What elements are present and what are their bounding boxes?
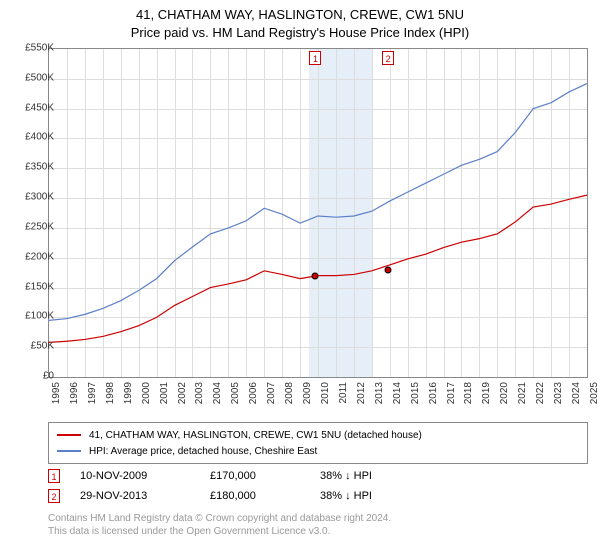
x-axis-label: 2025 bbox=[589, 382, 600, 404]
y-axis-label: £500K bbox=[10, 72, 54, 83]
title-line2: Price paid vs. HM Land Registry's House … bbox=[0, 24, 600, 42]
x-axis-label: 2011 bbox=[338, 382, 349, 404]
x-axis-label: 2015 bbox=[410, 382, 421, 404]
x-axis-label: 2003 bbox=[194, 382, 205, 404]
x-axis-label: 2023 bbox=[553, 382, 564, 404]
x-axis-label: 2016 bbox=[428, 382, 439, 404]
series-hpi bbox=[49, 84, 587, 321]
sale-marker-dot bbox=[385, 266, 392, 273]
footer-line2: This data is licensed under the Open Gov… bbox=[48, 525, 391, 538]
x-axis-label: 2013 bbox=[374, 382, 385, 404]
sale-row-marker: 1 bbox=[48, 469, 60, 483]
x-axis-label: 2012 bbox=[356, 382, 367, 404]
x-axis-label: 2024 bbox=[571, 382, 582, 404]
x-axis-label: 2009 bbox=[302, 382, 313, 404]
x-axis-label: 2010 bbox=[320, 382, 331, 404]
chart-title: 41, CHATHAM WAY, HASLINGTON, CREWE, CW1 … bbox=[0, 0, 600, 41]
y-axis-label: £550K bbox=[10, 43, 54, 54]
sale-date: 29-NOV-2013 bbox=[80, 490, 210, 502]
sale-price: £180,000 bbox=[210, 490, 320, 502]
x-axis-label: 2006 bbox=[248, 382, 259, 404]
x-axis-label: 2005 bbox=[230, 382, 241, 404]
x-axis-label: 1995 bbox=[51, 382, 62, 404]
sale-hpi-delta: 38% ↓ HPI bbox=[320, 490, 440, 502]
y-axis-label: £350K bbox=[10, 162, 54, 173]
x-axis-label: 2014 bbox=[392, 382, 403, 404]
x-axis-label: 2021 bbox=[517, 382, 528, 404]
legend-swatch bbox=[57, 450, 81, 452]
x-axis-label: 2022 bbox=[535, 382, 546, 404]
x-axis-label: 2018 bbox=[463, 382, 474, 404]
root: 41, CHATHAM WAY, HASLINGTON, CREWE, CW1 … bbox=[0, 0, 600, 560]
title-line1: 41, CHATHAM WAY, HASLINGTON, CREWE, CW1 … bbox=[0, 6, 600, 24]
y-axis-label: £100K bbox=[10, 311, 54, 322]
sale-price: £170,000 bbox=[210, 470, 320, 482]
y-axis-label: £250K bbox=[10, 221, 54, 232]
y-axis-label: £450K bbox=[10, 102, 54, 113]
y-axis-label: £300K bbox=[10, 192, 54, 203]
legend-item: 41, CHATHAM WAY, HASLINGTON, CREWE, CW1 … bbox=[57, 427, 579, 443]
legend: 41, CHATHAM WAY, HASLINGTON, CREWE, CW1 … bbox=[48, 422, 588, 464]
y-axis-label: £50K bbox=[10, 341, 54, 352]
chart-plot-area: 12 bbox=[48, 48, 588, 378]
x-axis-label: 2019 bbox=[481, 382, 492, 404]
x-axis-label: 2007 bbox=[266, 382, 277, 404]
sale-row-marker: 2 bbox=[48, 489, 60, 503]
sale-row: 2 29-NOV-2013£180,00038% ↓ HPI bbox=[48, 486, 440, 506]
x-axis-label: 2020 bbox=[499, 382, 510, 404]
chart-svg bbox=[49, 49, 587, 377]
sales-table: 1 10-NOV-2009£170,00038% ↓ HPI 2 29-NOV-201… bbox=[48, 466, 440, 506]
sale-marker-label: 1 bbox=[309, 51, 321, 65]
legend-label: 41, CHATHAM WAY, HASLINGTON, CREWE, CW1 … bbox=[89, 430, 422, 441]
x-axis-label: 2017 bbox=[446, 382, 457, 404]
footer-line1: Contains HM Land Registry data © Crown c… bbox=[48, 512, 391, 525]
sale-date: 10-NOV-2009 bbox=[80, 470, 210, 482]
legend-label: HPI: Average price, detached house, Ches… bbox=[89, 446, 317, 457]
y-axis-label: £200K bbox=[10, 251, 54, 262]
legend-item: HPI: Average price, detached house, Ches… bbox=[57, 443, 579, 459]
x-axis-label: 2001 bbox=[159, 382, 170, 404]
x-axis-label: 2004 bbox=[212, 382, 223, 404]
sale-hpi-delta: 38% ↓ HPI bbox=[320, 470, 440, 482]
x-axis-label: 2002 bbox=[177, 382, 188, 404]
series-property bbox=[49, 195, 587, 342]
legend-swatch bbox=[57, 434, 81, 436]
x-axis-label: 1997 bbox=[87, 382, 98, 404]
y-axis-label: £0 bbox=[10, 371, 54, 382]
y-axis-label: £150K bbox=[10, 281, 54, 292]
x-axis-label: 2000 bbox=[141, 382, 152, 404]
x-axis-label: 2008 bbox=[284, 382, 295, 404]
sale-marker-dot bbox=[312, 272, 319, 279]
y-axis-label: £400K bbox=[10, 132, 54, 143]
x-axis-label: 1996 bbox=[69, 382, 80, 404]
x-axis-label: 1998 bbox=[105, 382, 116, 404]
sale-marker-label: 2 bbox=[382, 51, 394, 65]
x-axis-label: 1999 bbox=[123, 382, 134, 404]
footer-attribution: Contains HM Land Registry data © Crown c… bbox=[48, 512, 391, 538]
sale-row: 1 10-NOV-2009£170,00038% ↓ HPI bbox=[48, 466, 440, 486]
